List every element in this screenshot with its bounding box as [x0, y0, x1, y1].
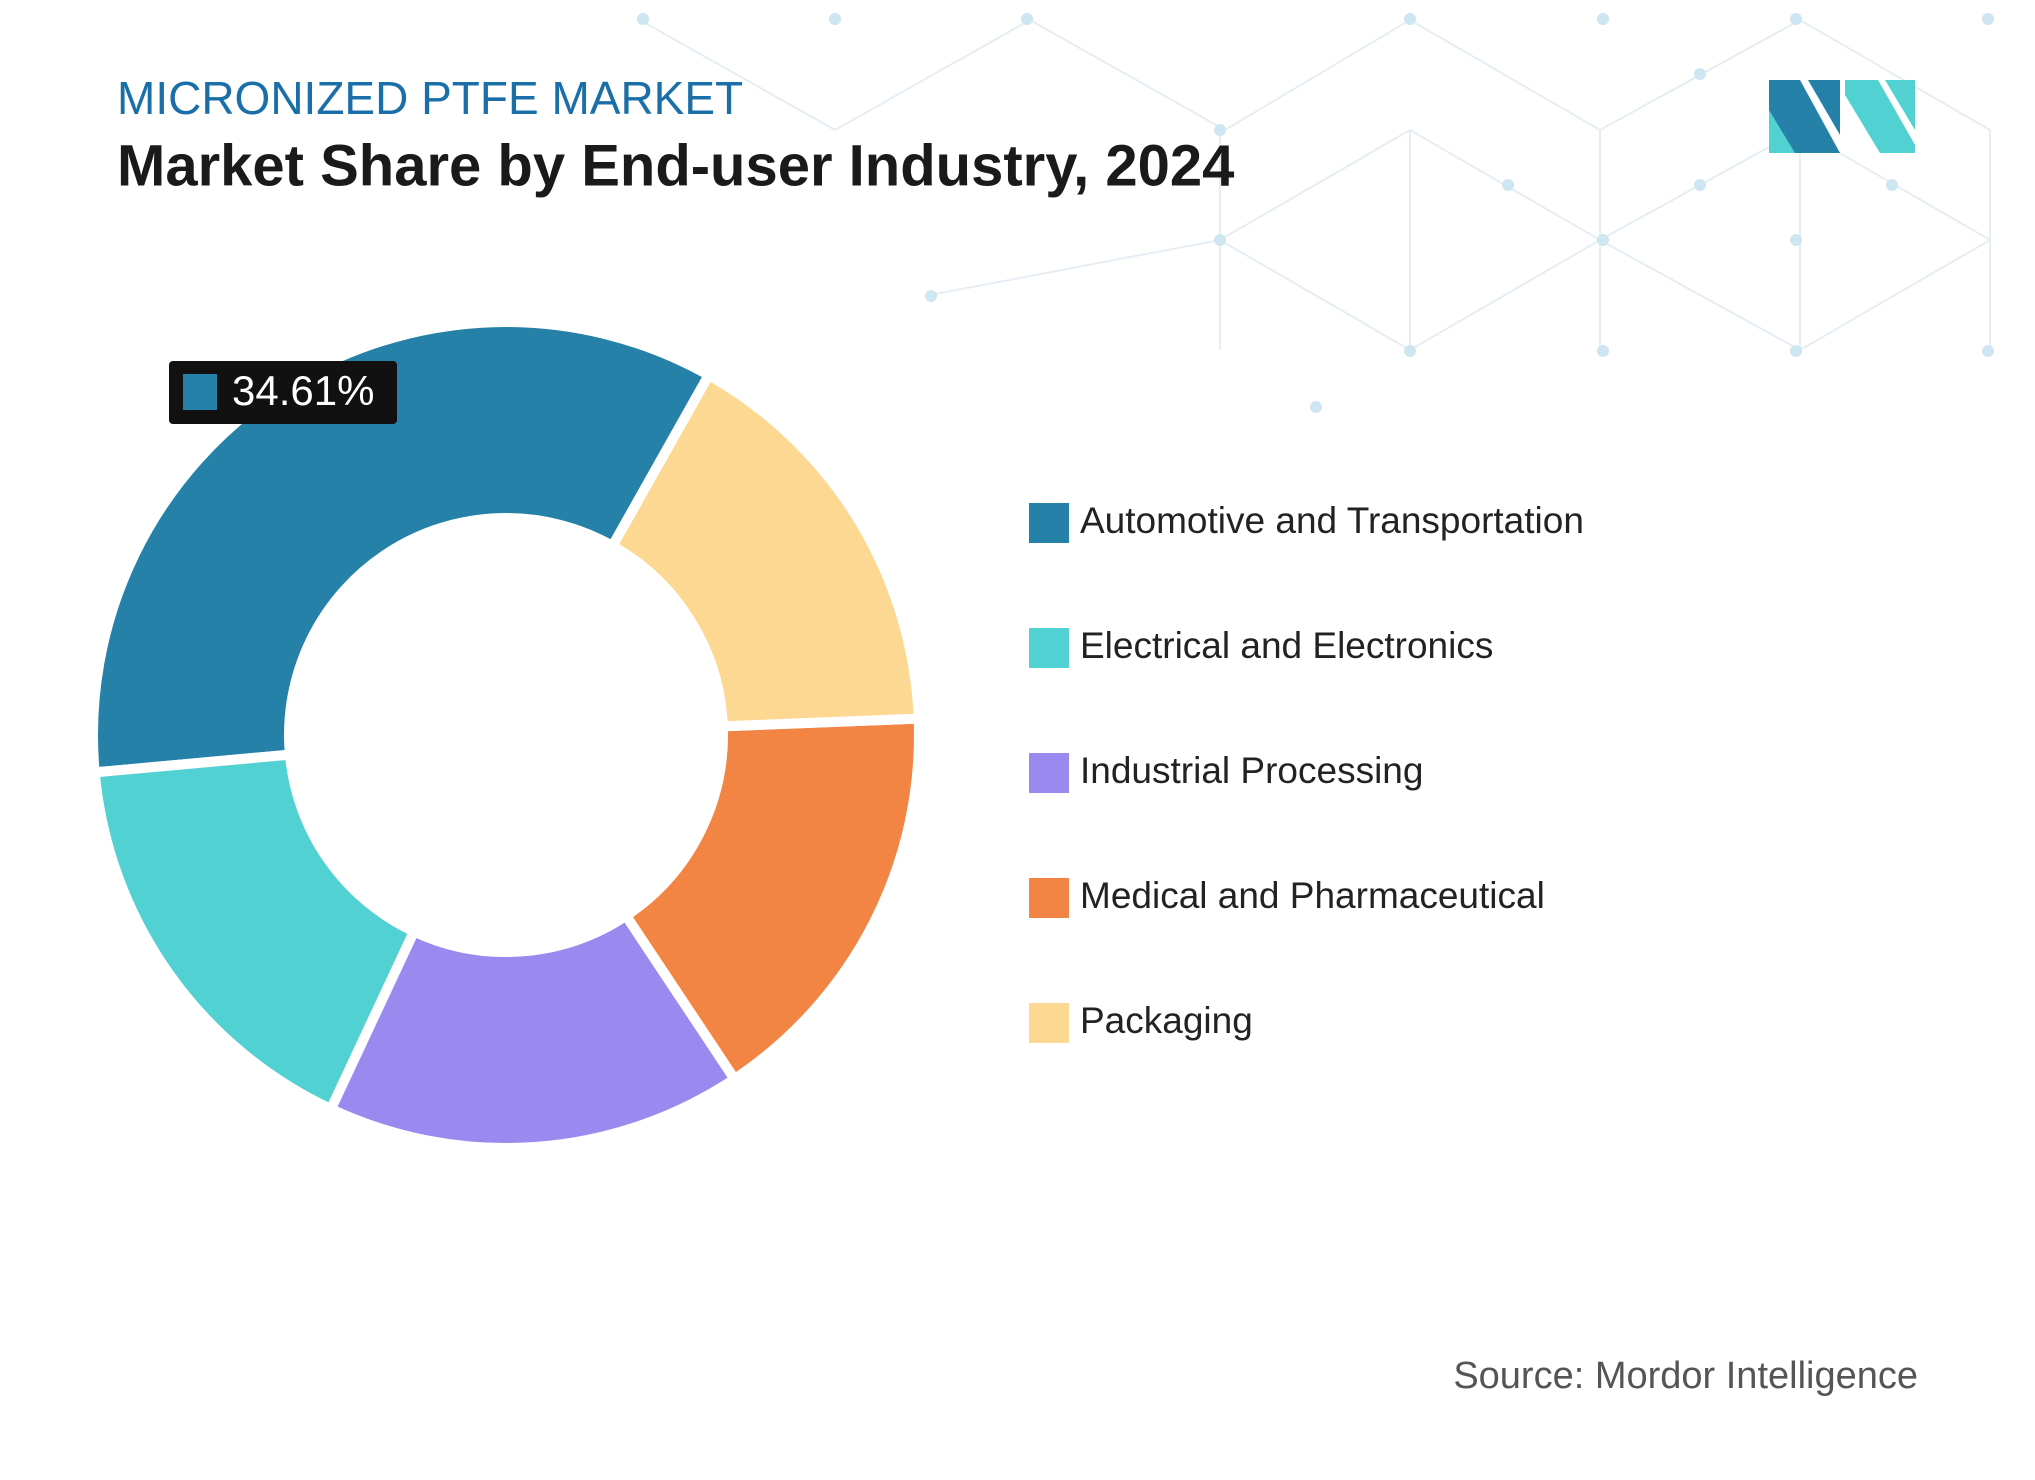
source-note: Source: Mordor Intelligence	[1453, 1355, 1918, 1397]
legend-label: Industrial Processing	[1080, 750, 1423, 791]
donut: 34.61%	[88, 317, 924, 1153]
legend-label: Automotive and Transportation	[1080, 500, 1584, 541]
legend-swatch	[1029, 878, 1069, 918]
legend-label: Packaging	[1080, 1000, 1253, 1041]
donut-slice	[89, 749, 421, 1116]
value-label: 34.61%	[169, 361, 397, 424]
legend: Automotive and Transportation Electrical …	[1029, 500, 1584, 1043]
value-label-text: 34.61%	[232, 367, 374, 414]
value-label-swatch	[183, 374, 217, 410]
donut-slice	[619, 713, 924, 1086]
legend-label: Medical and Pharmaceutical	[1080, 875, 1545, 916]
value-label-box	[169, 361, 397, 424]
donut-slice	[88, 317, 716, 778]
logo	[1769, 80, 1915, 153]
donut-slice	[324, 908, 742, 1153]
legend-swatch	[1029, 1003, 1069, 1043]
donut-slice	[605, 368, 924, 732]
background-dots	[637, 13, 1994, 413]
legend-swatch	[1029, 628, 1069, 668]
legend-swatch	[1029, 753, 1069, 793]
chart-title: Market Share by End-user Industry, 2024	[117, 133, 1234, 198]
legend-label: Electrical and Electronics	[1080, 625, 1493, 666]
legend-swatch	[1029, 503, 1069, 543]
chart-subtitle: MICRONIZED PTFE MARKET	[117, 72, 743, 124]
